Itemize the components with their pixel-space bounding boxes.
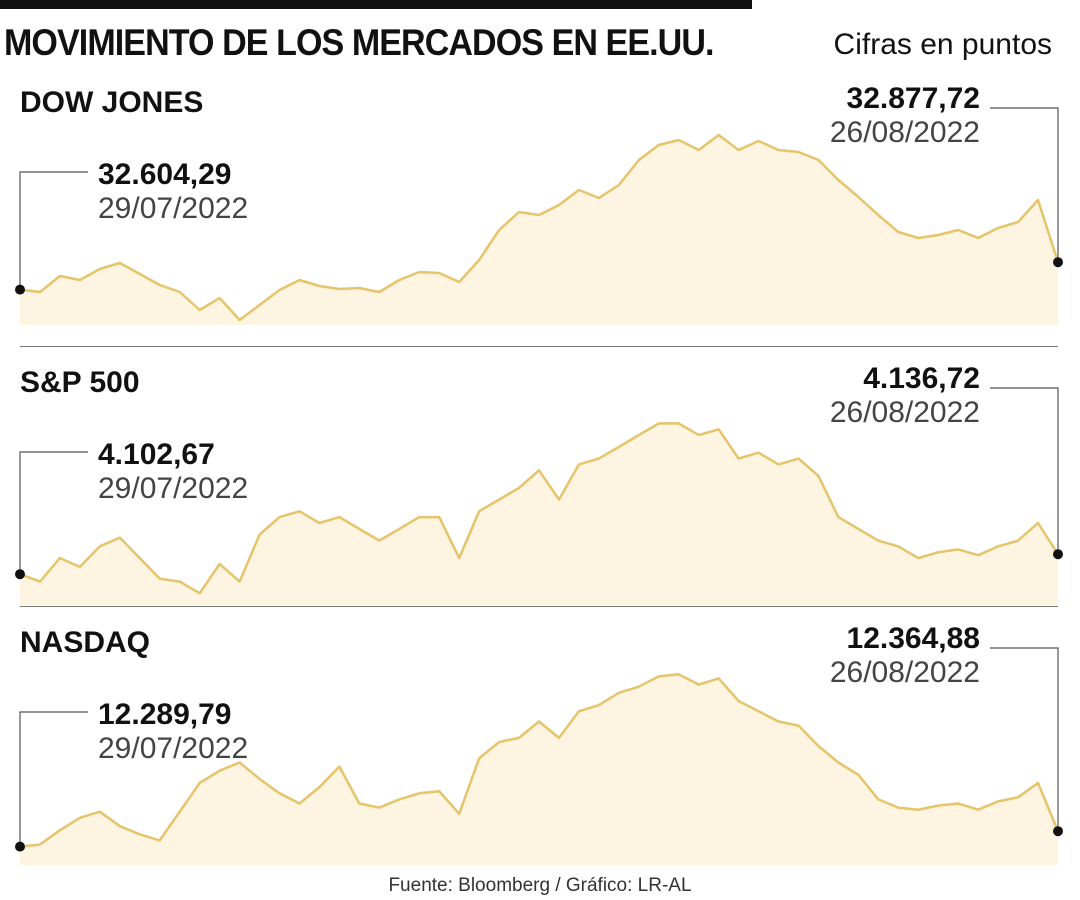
nasdaq-line bbox=[19, 673, 1060, 848]
dow-jones-panel: DOW JONES 32.604,29 29/07/2022 32.877,72… bbox=[0, 80, 1080, 342]
sp500-start-label: 4.102,67 29/07/2022 bbox=[98, 440, 248, 504]
dow-jones-chart bbox=[15, 107, 1063, 325]
sp500-end-date: 26/08/2022 bbox=[829, 396, 980, 429]
sp500-area bbox=[20, 423, 1058, 605]
nasdaq-end-label: 12.364,88 26/08/2022 bbox=[830, 624, 980, 688]
nasdaq-panel: NASDAQ 12.289,79 29/07/2022 12.364,88 26… bbox=[0, 620, 1080, 882]
sp500-end-marker bbox=[1053, 549, 1063, 560]
dow-jones-start-connector bbox=[19, 171, 88, 290]
dow-jones-line bbox=[19, 133, 1060, 322]
nasdaq-end-connector bbox=[990, 647, 1059, 832]
divider-2 bbox=[20, 606, 1058, 607]
sp500-start-date: 29/07/2022 bbox=[98, 472, 249, 505]
chart-title: MOVIMIENTO DE LOS MERCADOS EN EE.UU. bbox=[4, 22, 714, 63]
top-rule bbox=[0, 0, 752, 9]
sp500-panel: S&P 500 4.102,67 29/07/2022 4.136,72 26/… bbox=[0, 360, 1080, 622]
sp500-title: S&P 500 bbox=[20, 366, 140, 399]
sp500-line bbox=[19, 422, 1060, 595]
nasdaq-end-value: 12.364,88 bbox=[846, 622, 980, 655]
nasdaq-end-marker bbox=[1053, 826, 1063, 837]
source-note: Fuente: Bloomberg / Gráfico: LR-AL bbox=[388, 875, 692, 896]
sp500-start-connector bbox=[19, 451, 88, 575]
sp500-chart bbox=[15, 387, 1063, 605]
sp500-start-marker bbox=[15, 569, 25, 580]
dow-jones-end-label: 32.877,72 26/08/2022 bbox=[830, 84, 980, 148]
nasdaq-start-date: 29/07/2022 bbox=[98, 732, 249, 765]
dow-jones-end-value: 32.877,72 bbox=[846, 82, 980, 115]
sp500-start-value: 4.102,67 bbox=[98, 438, 215, 471]
nasdaq-start-marker bbox=[15, 841, 25, 852]
nasdaq-start-label: 12.289,79 29/07/2022 bbox=[98, 700, 248, 764]
dow-jones-end-date: 26/08/2022 bbox=[829, 116, 980, 149]
sp500-end-value: 4.136,72 bbox=[863, 362, 980, 395]
nasdaq-chart bbox=[15, 647, 1063, 865]
sp500-end-label: 4.136,72 26/08/2022 bbox=[830, 364, 980, 428]
dow-jones-title: DOW JONES bbox=[20, 86, 204, 119]
dow-jones-start-value: 32.604,29 bbox=[98, 158, 232, 191]
dow-jones-end-connector bbox=[990, 107, 1059, 263]
sp500-end-connector bbox=[990, 387, 1059, 555]
nasdaq-title: NASDAQ bbox=[20, 626, 151, 659]
dow-jones-end-marker bbox=[1053, 257, 1063, 268]
units-note: Cifras en puntos bbox=[833, 28, 1052, 61]
dow-jones-area bbox=[20, 135, 1058, 325]
nasdaq-start-connector bbox=[19, 711, 88, 847]
nasdaq-end-date: 26/08/2022 bbox=[829, 656, 980, 689]
nasdaq-start-value: 12.289,79 bbox=[98, 698, 232, 731]
dow-jones-start-marker bbox=[15, 284, 25, 295]
dow-jones-start-label: 32.604,29 29/07/2022 bbox=[98, 160, 248, 224]
dow-jones-start-date: 29/07/2022 bbox=[98, 192, 249, 225]
nasdaq-area bbox=[20, 674, 1058, 865]
divider-1 bbox=[20, 346, 1058, 347]
